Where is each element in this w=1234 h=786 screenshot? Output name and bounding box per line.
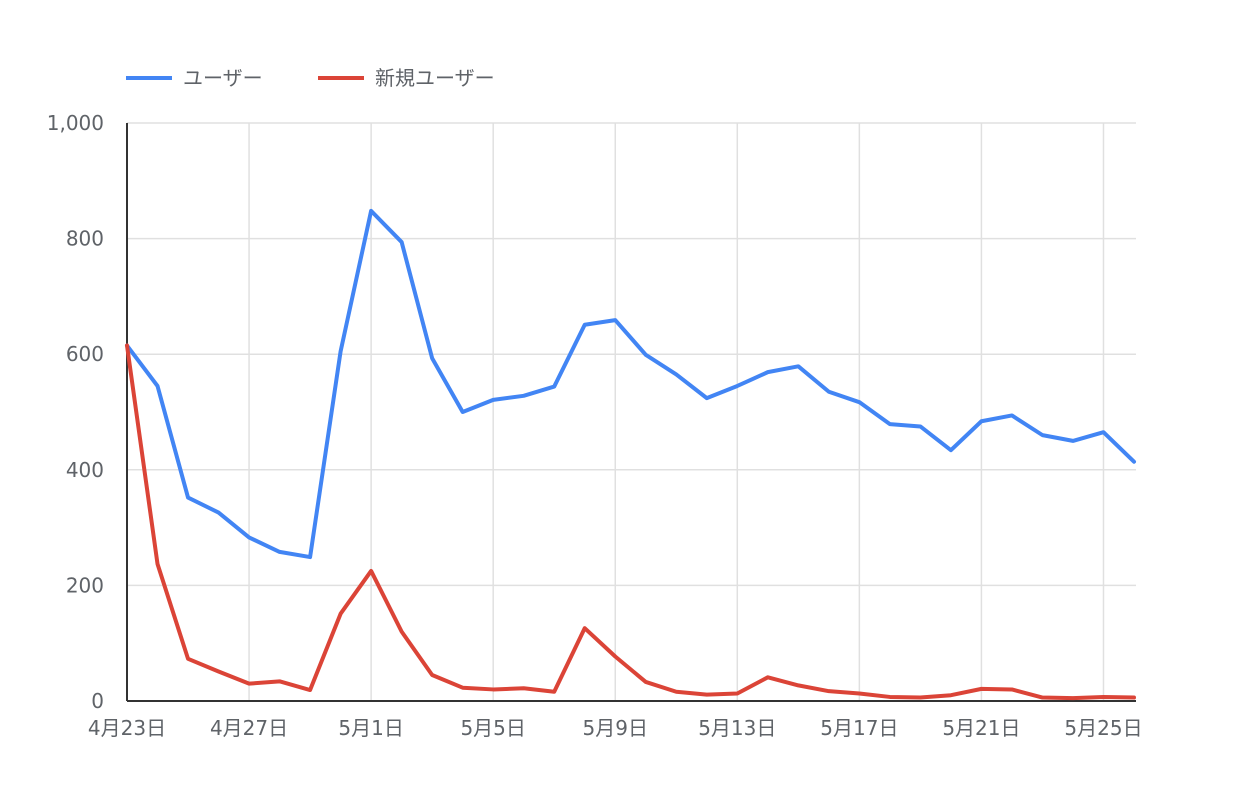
series-line-new-users[interactable] [125,343,1136,701]
y-tick-label: 400 [66,458,104,482]
x-tick-label: 5月1日 [338,716,403,740]
series-line-users[interactable] [125,208,1136,560]
y-tick-label: 0 [91,689,104,713]
y-tick-label: 600 [66,342,104,366]
x-tick-label: 5月25日 [1064,716,1142,740]
y-tick-label: 1,000 [47,111,104,135]
x-tick-label: 5月17日 [820,716,898,740]
y-tick-label: 200 [66,573,104,597]
x-tick-label: 5月13日 [698,716,776,740]
y-tick-label: 800 [66,227,104,251]
axes: 0 200 400 600 800 1,000 4月23日 4月27日 5月1日 5月5日 5月9日… [47,111,1143,740]
x-tick-label: 5月21日 [942,716,1020,740]
x-tick-label: 4月27日 [210,716,288,740]
legend-item-new-users[interactable]: 新規ユーザー [318,66,495,90]
x-tick-label: 4月23日 [88,716,166,740]
x-tick-label: 5月5日 [460,716,525,740]
legend: ユーザー 新規ユーザー [126,66,495,90]
gridlines [127,122,1136,701]
series-lines [125,208,1136,701]
legend-item-users[interactable]: ユーザー [126,66,263,90]
legend-label: 新規ユーザー [375,66,495,90]
x-tick-label: 5月9日 [583,716,648,740]
legend-label: ユーザー [183,66,263,90]
